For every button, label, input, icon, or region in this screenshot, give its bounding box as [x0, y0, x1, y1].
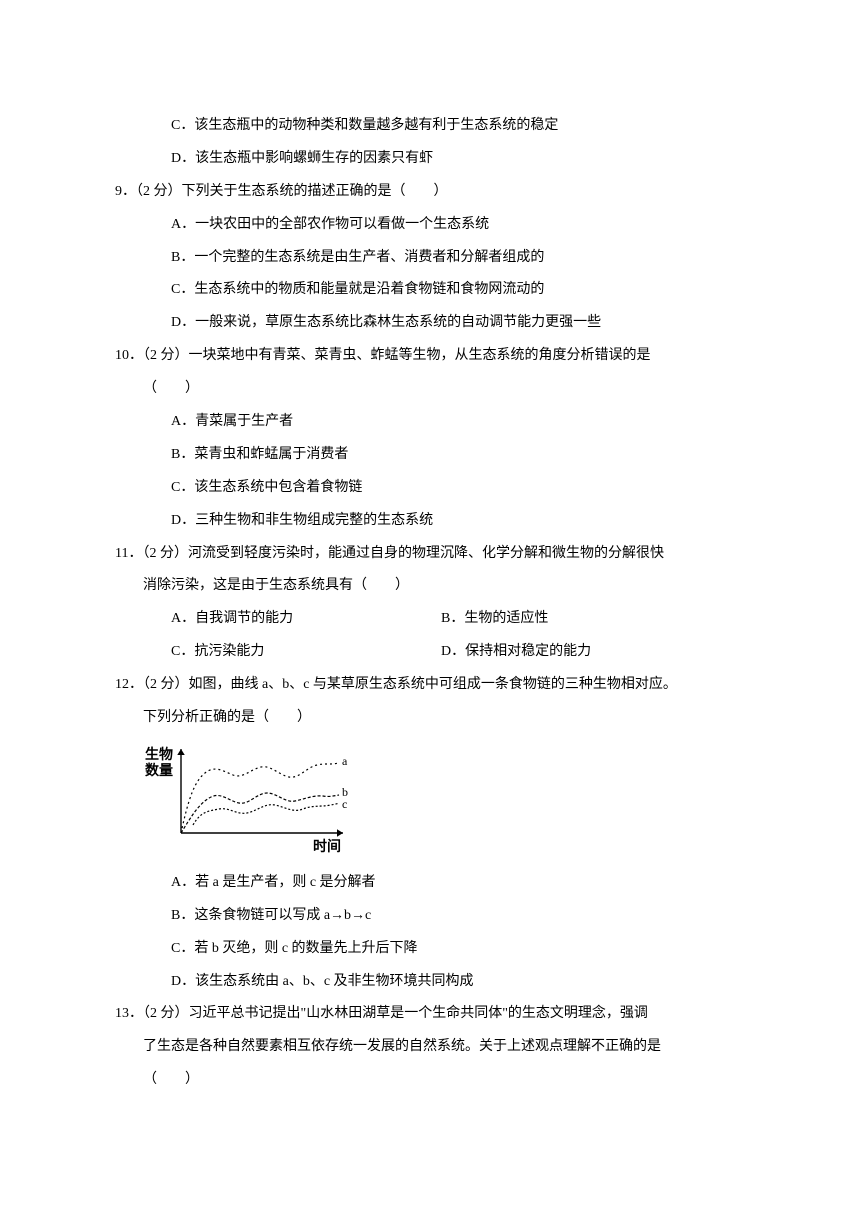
q10-stem-cont: （ ） [115, 373, 745, 406]
q10-option-b: B．菜青虫和蚱蜢属于消费者 [115, 439, 745, 472]
curve-c [193, 803, 339, 825]
prev-option-c: C．该生态瓶中的动物种类和数量越多越有利于生态系统的稳定 [115, 110, 745, 143]
q9-option-c: C．生态系统中的物质和能量就是沿着食物链和食物网流动的 [115, 274, 745, 307]
q9-stem: 9．（2 分）下列关于生态系统的描述正确的是（ ） [115, 176, 745, 209]
q11-stem: 11．（2 分）河流受到轻度污染时，能通过自身的物理沉降、化学分解和微生物的分解… [115, 538, 745, 571]
q12-chart: 生物 数量 时间 a b c [115, 741, 745, 861]
y-axis-arrow-icon [177, 749, 185, 755]
q11-option-c: C．抗污染能力 [171, 636, 441, 669]
q10-option-a: A．青菜属于生产者 [115, 406, 745, 439]
q12-option-b: B．这条食物链可以写成 a→b→c [115, 900, 745, 933]
q11-stem-cont: 消除污染，这是由于生态系统具有（ ） [115, 570, 745, 603]
q11-option-b: B．生物的适应性 [441, 603, 745, 636]
q13-stem-cont2: （ ） [115, 1064, 745, 1097]
q12-stem-cont: 下列分析正确的是（ ） [115, 702, 745, 735]
y-axis-label-2: 数量 [145, 762, 173, 779]
q11-option-d: D．保持相对稳定的能力 [441, 636, 745, 669]
q12-option-c: C．若 b 灭绝，则 c 的数量先上升后下降 [115, 933, 745, 966]
curve-a-label: a [342, 754, 348, 768]
q11-option-a: A．自我调节的能力 [171, 603, 441, 636]
curve-a [181, 763, 338, 833]
x-axis-arrow-icon [337, 829, 343, 837]
q13-stem: 13．（2 分）习近平总书记提出"山水林田湖草是一个生命共同体"的生态文明理念，… [115, 998, 745, 1031]
x-axis-label: 时间 [313, 838, 341, 855]
q12-option-a: A．若 a 是生产者，则 c 是分解者 [115, 867, 745, 900]
q9-option-b: B．一个完整的生态系统是由生产者、消费者和分解者组成的 [115, 242, 745, 275]
q9-option-a: A．一块农田中的全部农作物可以看做一个生态系统 [115, 209, 745, 242]
curve-c-label: c [342, 797, 347, 811]
q13-stem-cont: 了生态是各种自然要素相互依存统一发展的自然系统。关于上述观点理解不正确的是 [115, 1031, 745, 1064]
q12-stem: 12．（2 分）如图，曲线 a、b、c 与某草原生态系统中可组成一条食物链的三种… [115, 669, 745, 702]
q10-option-c: C．该生态系统中包含着食物链 [115, 472, 745, 505]
q10-stem: 10．（2 分）一块菜地中有青菜、菜青虫、蚱蜢等生物，从生态系统的角度分析错误的… [115, 340, 745, 373]
prev-option-d: D．该生态瓶中影响螺蛳生存的因素只有虾 [115, 143, 745, 176]
q12-option-d: D．该生态系统由 a、b、c 及非生物环境共同构成 [115, 966, 745, 999]
q10-option-d: D．三种生物和非生物组成完整的生态系统 [115, 505, 745, 538]
population-curve-chart: 生物 数量 时间 a b c [143, 741, 368, 861]
y-axis-label-1: 生物 [145, 746, 173, 763]
q9-option-d: D．一般来说，草原生态系统比森林生态系统的自动调节能力更强一些 [115, 307, 745, 340]
